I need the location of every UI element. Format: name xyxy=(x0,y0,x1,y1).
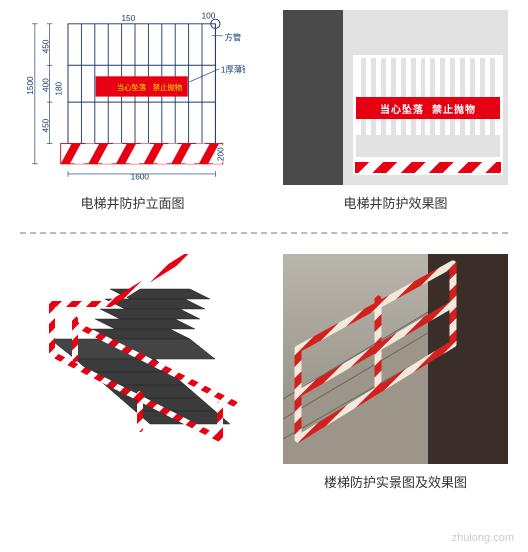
warning-text-left: 当心坠落 xyxy=(117,83,147,92)
svg-text:1厚薄铁皮: 1厚薄铁皮 xyxy=(221,65,245,75)
warning-text-right: 禁止抛物 xyxy=(153,83,182,92)
svg-text:180: 180 xyxy=(55,81,64,95)
svg-text:100: 100 xyxy=(202,11,216,20)
panel1-caption: 电梯井防护立面图 xyxy=(80,193,184,212)
panel4-caption: 楼梯防护实景图及效果图 xyxy=(324,472,467,491)
stair-guard-render xyxy=(20,254,245,464)
watermark: zhulong.com xyxy=(452,532,514,544)
render-warning-left: 当心坠落 xyxy=(380,101,424,116)
elevator-guard-elevation-diagram: 当心坠落 禁止抛物 1500 450 400 180 450 200 1600 … xyxy=(20,10,245,185)
svg-text:方管: 方管 xyxy=(225,32,242,42)
elevator-guard-render: 当心坠落 禁止抛物 xyxy=(283,10,508,185)
panel2-caption: 电梯井防护效果图 xyxy=(343,193,447,212)
stair-guard-photo xyxy=(283,254,508,464)
svg-text:150: 150 xyxy=(121,14,135,23)
svg-text:200: 200 xyxy=(217,147,226,161)
svg-text:1500: 1500 xyxy=(26,76,35,95)
render-warning-right: 禁止抛物 xyxy=(432,101,476,116)
section-divider xyxy=(20,232,508,234)
